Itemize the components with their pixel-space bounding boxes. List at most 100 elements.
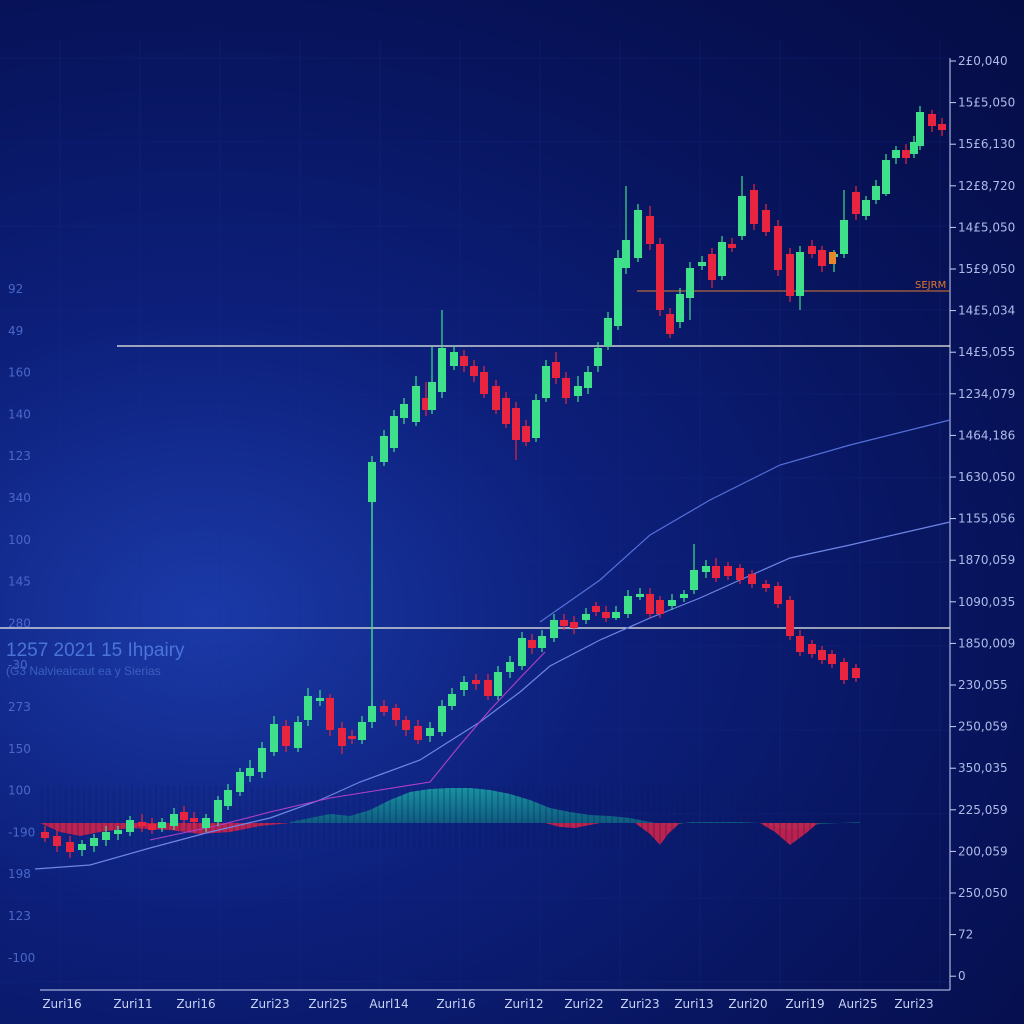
candle-body (392, 708, 400, 720)
candle-body (224, 790, 232, 806)
candle-body (494, 672, 502, 696)
candle-body (148, 824, 156, 830)
bearish-candle (570, 616, 578, 634)
candle-body (808, 246, 816, 254)
candle-body (170, 814, 178, 826)
candle-body (736, 568, 744, 580)
candle-body (552, 362, 560, 378)
candle-body (402, 720, 410, 730)
candle-body (90, 838, 98, 846)
bullish-candle (126, 816, 134, 836)
candle-body (668, 600, 676, 606)
x-axis-label: Zuri12 (504, 997, 543, 1011)
left-axis-label: 273 (8, 700, 31, 714)
bullish-candle (90, 834, 98, 852)
right-axis-label: 225,059 (958, 803, 1008, 817)
bearish-candle (592, 602, 600, 616)
x-axis-label: Zuri13 (674, 997, 713, 1011)
candle-body (368, 706, 376, 722)
candle-body (538, 636, 546, 648)
bearish-candle (66, 836, 74, 858)
bearish-candle (560, 614, 568, 630)
candle-body (840, 662, 848, 680)
candle-body (390, 416, 398, 448)
left-axis-label: 340 (8, 491, 31, 505)
bearish-candle (180, 806, 188, 826)
bearish-candle (460, 350, 468, 372)
bearish-candle (938, 118, 946, 136)
volume-histogram-positive (290, 788, 860, 830)
right-axis-label: 14£5,034 (958, 304, 1015, 318)
left-axis-label: -190 (8, 825, 35, 839)
bullish-candle (358, 716, 366, 744)
bullish-candle (612, 606, 620, 620)
candle-body (748, 574, 756, 584)
bullish-candle (270, 716, 278, 756)
candle-body (422, 398, 430, 410)
candle-body (612, 612, 620, 618)
candle-body (380, 706, 388, 712)
left-axis-labels: 92 49 160 140 123 340 100 145 280 -30 273 150 100 -19… (8, 282, 35, 965)
candle-body (698, 262, 706, 266)
bearish-candle (41, 826, 49, 842)
right-axis-label: 2£0,040 (958, 54, 1008, 68)
bearish-candle (828, 650, 836, 668)
bearish-candle (646, 206, 654, 250)
bearish-candle (190, 812, 198, 828)
candle-body (928, 114, 936, 126)
candle-body (518, 638, 526, 666)
candle-body (750, 190, 758, 224)
bearish-candle (666, 308, 674, 338)
candle-body (690, 570, 698, 590)
bearish-candle (656, 596, 664, 618)
candle-body (624, 596, 632, 614)
candle-body (484, 680, 492, 696)
right-axis-label: 1850,009 (958, 636, 1015, 650)
candle-body (138, 822, 146, 826)
bullish-candle (460, 676, 468, 696)
bullish-candle (680, 590, 688, 602)
bullish-candle (380, 430, 388, 466)
right-axis-label: 15£5,050 (958, 96, 1015, 110)
bearish-candle (522, 420, 530, 446)
bullish-candle (114, 826, 122, 840)
bullish-candle (450, 346, 458, 370)
candle-body (358, 722, 366, 740)
candle-body (872, 186, 880, 200)
candle-body (686, 268, 694, 298)
bearish-candle (480, 366, 488, 398)
bearish-candle (392, 704, 400, 726)
bearish-candle (762, 580, 770, 592)
bullish-candle (702, 560, 710, 578)
bullish-candle (916, 106, 924, 150)
right-axis-label: 1090,035 (958, 595, 1015, 609)
bullish-candle (400, 398, 408, 424)
candle-body (506, 662, 514, 672)
bullish-candle (538, 630, 546, 652)
bearish-candle (422, 382, 430, 416)
left-axis-label: -100 (8, 951, 35, 965)
bullish-candle (390, 410, 398, 452)
bullish-candle (412, 376, 420, 426)
bullish-candle (668, 594, 676, 610)
bearish-candle (928, 110, 936, 132)
bearish-candle (656, 238, 664, 316)
bearish-candle (796, 630, 804, 656)
left-axis-label: 100 (8, 533, 31, 547)
bullish-candle (224, 784, 232, 810)
candle-body (862, 200, 870, 216)
x-axis-label: Zuri22 (564, 997, 603, 1011)
bearish-candle (808, 240, 816, 258)
candle-body (492, 386, 500, 410)
left-axis-label: 123 (8, 449, 31, 463)
right-axis-label: 0 (958, 969, 966, 983)
bullish-candle (686, 262, 694, 320)
candle-body (258, 748, 266, 772)
candle-body (796, 636, 804, 652)
bullish-candle (636, 588, 644, 600)
candle-body (562, 378, 570, 398)
candle-body (338, 728, 346, 746)
bearish-candle (712, 558, 720, 582)
bullish-candle (426, 722, 434, 742)
candle-body (574, 386, 582, 396)
